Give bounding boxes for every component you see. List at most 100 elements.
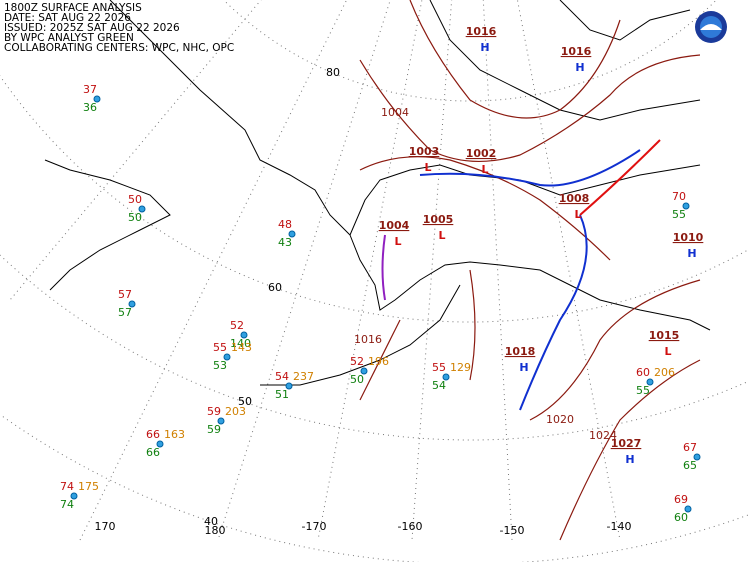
station-pressure: 196 xyxy=(368,355,389,368)
header-line: BY WPC ANALYST GREEN xyxy=(4,32,134,44)
station-temperature: 60 xyxy=(636,366,650,379)
station-dewpoint: 57 xyxy=(118,306,132,319)
station-pressure: 175 xyxy=(78,480,99,493)
station-pressure: 163 xyxy=(164,428,185,441)
station-dewpoint: 54 xyxy=(432,379,446,392)
meridian xyxy=(411,0,453,541)
isobar xyxy=(359,319,401,401)
station-dewpoint: 50 xyxy=(350,373,364,386)
station-dewpoint: 55 xyxy=(672,208,686,221)
station-marker xyxy=(288,230,296,238)
station-dewpoint: 36 xyxy=(83,101,97,114)
pressure-center-symbol: H xyxy=(480,41,489,54)
isobar xyxy=(359,54,701,162)
longitude-label: -140 xyxy=(607,520,632,533)
pressure-center-value: 1005 xyxy=(423,213,454,226)
station-temperature: 55 xyxy=(432,361,446,374)
cold-front xyxy=(519,214,588,411)
station-pressure: 143 xyxy=(231,341,252,354)
station-pressure: 237 xyxy=(293,370,314,383)
pressure-center-value: 1003 xyxy=(409,145,440,158)
pressure-center-symbol: H xyxy=(625,453,634,466)
station-marker xyxy=(156,440,164,448)
station-temperature: 57 xyxy=(118,288,132,301)
longitude-label: 170 xyxy=(95,520,116,533)
station-dewpoint: 65 xyxy=(683,459,697,472)
pressure-center-value: 1010 xyxy=(673,231,704,244)
noaa-logo xyxy=(695,11,727,43)
station-dewpoint: 51 xyxy=(275,388,289,401)
isobar-label: 1016 xyxy=(354,333,382,346)
isobars xyxy=(359,0,701,541)
isobar xyxy=(559,359,701,541)
station-marker xyxy=(138,205,146,213)
pressure-center-symbol: L xyxy=(438,229,445,242)
station-marker xyxy=(93,95,101,103)
isobar xyxy=(469,269,476,381)
station-marker xyxy=(240,331,248,339)
station-temperature: 52 xyxy=(230,319,244,332)
pressure-center-symbol: L xyxy=(481,163,488,176)
station-marker xyxy=(646,378,654,386)
pressure-center-symbol: L xyxy=(664,345,671,358)
station-pressure: 129 xyxy=(450,361,471,374)
station-dewpoint: 53 xyxy=(213,359,227,372)
warm-front xyxy=(579,139,661,216)
pressure-center-symbol: H xyxy=(687,247,696,260)
station-marker xyxy=(285,382,293,390)
station-temperature: 66 xyxy=(146,428,160,441)
isobar-label: 1004 xyxy=(381,106,409,119)
station-dewpoint: 66 xyxy=(146,446,160,459)
meridian xyxy=(79,0,348,541)
station-marker xyxy=(223,353,231,361)
station-dewpoint: 43 xyxy=(278,236,292,249)
occluded-front xyxy=(381,234,386,301)
station-marker xyxy=(693,453,701,461)
latitude-label: 50 xyxy=(238,395,252,408)
station-marker xyxy=(70,492,78,500)
station-pressure: 206 xyxy=(654,366,675,379)
pressure-center-symbol: L xyxy=(574,208,581,221)
pressure-center-value: 1027 xyxy=(611,437,642,450)
pressure-center-value: 1002 xyxy=(466,147,497,160)
pressure-center-symbol: L xyxy=(394,235,401,248)
station-marker xyxy=(684,505,692,513)
pressure-center-value: 1018 xyxy=(505,345,536,358)
station-temperature: 59 xyxy=(207,405,221,418)
station-pressure: 203 xyxy=(225,405,246,418)
meridian xyxy=(516,0,621,541)
isobar xyxy=(409,0,621,119)
coastline xyxy=(44,159,171,291)
coastline xyxy=(429,0,701,121)
station-marker xyxy=(128,300,136,308)
header-line: ISSUED: 2025Z SAT AUG 22 2026 xyxy=(4,22,180,34)
station-dewpoint: 55 xyxy=(636,384,650,397)
station-marker xyxy=(682,202,690,210)
pressure-center-value: 1015 xyxy=(649,329,680,342)
pressure-center-value: 1008 xyxy=(559,192,590,205)
station-dewpoint: 74 xyxy=(60,498,74,511)
header-line: DATE: SAT AUG 22 2026 xyxy=(4,12,131,24)
station-dewpoint: 140 xyxy=(230,337,251,350)
isobar-label: 1020 xyxy=(546,413,574,426)
isobar-label: 1024 xyxy=(589,429,617,442)
station-temperature: 74 xyxy=(60,480,74,493)
pressure-center-symbol: H xyxy=(575,61,584,74)
station-temperature: 52 xyxy=(350,355,364,368)
latitude-label: 60 xyxy=(268,281,282,294)
longitude-label: -160 xyxy=(398,520,423,533)
cold-front xyxy=(419,149,641,187)
station-temperature: 55 xyxy=(213,341,227,354)
station-dewpoint: 60 xyxy=(674,511,688,524)
coastline xyxy=(109,0,351,236)
coastline xyxy=(349,234,711,331)
station-temperature: 54 xyxy=(275,370,289,383)
pressure-center-value: 1016 xyxy=(466,25,497,38)
latitude-label: 80 xyxy=(326,66,340,79)
isobar xyxy=(529,279,701,421)
longitude-label: 180 xyxy=(205,524,226,537)
station-temperature: 69 xyxy=(674,493,688,506)
